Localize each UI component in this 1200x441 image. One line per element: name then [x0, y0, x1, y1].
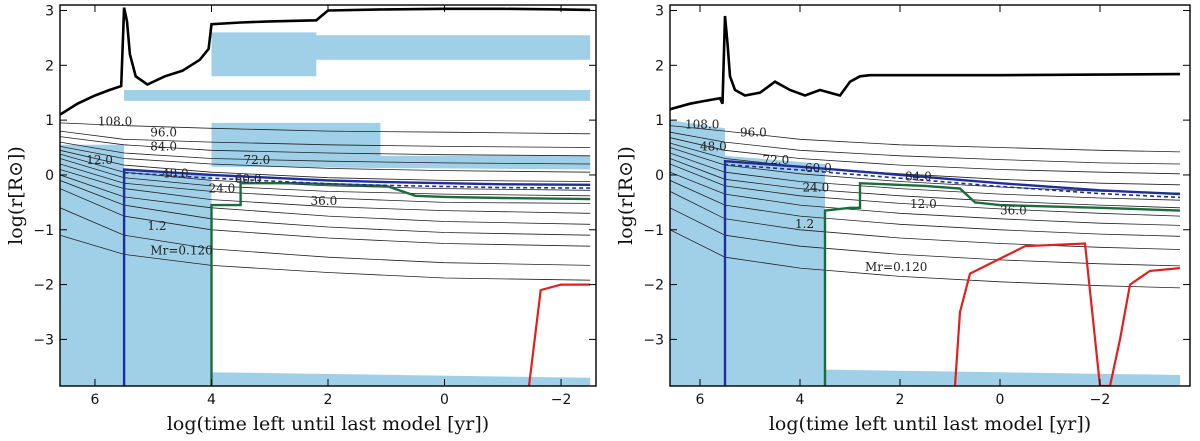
he-core-boundary-dashed — [724, 163, 1181, 386]
contour-label: 60.0 — [235, 172, 262, 186]
mass-contour — [60, 149, 591, 182]
he-core-boundary — [122, 168, 591, 386]
y-tick-label: 1 — [45, 113, 54, 129]
contour-label: Mr=0.120 — [150, 243, 212, 257]
x-axis-label: log(time left until last model [yr]) — [167, 413, 489, 435]
x-tick-label: −2 — [1090, 392, 1111, 408]
convective-zone — [211, 32, 591, 77]
y-tick-label: −1 — [643, 223, 664, 239]
mass-contour — [60, 158, 591, 197]
convective-zone — [124, 90, 591, 101]
contour-label: 72.0 — [763, 153, 790, 167]
x-tick-label: 4 — [796, 392, 805, 408]
mass-contour — [60, 141, 591, 165]
contour-label: 96.0 — [150, 126, 177, 140]
mass-contour — [60, 130, 591, 148]
convective-zone — [211, 372, 591, 386]
y-tick-label: 0 — [655, 168, 664, 184]
x-tick-label: 0 — [440, 392, 449, 408]
contour-label: 48.0 — [162, 167, 189, 181]
x-tick-label: 6 — [90, 392, 99, 408]
contour-label: 84.0 — [150, 139, 177, 153]
plot-frame — [669, 4, 1191, 387]
y-tick-label: 2 — [655, 58, 664, 74]
contour-label: 108.0 — [685, 117, 719, 131]
contour-label: 12.0 — [86, 153, 113, 167]
convective-zone — [825, 369, 1180, 386]
mass-contour — [60, 163, 591, 204]
y-tick-label: 0 — [45, 168, 54, 184]
contour-label: 1.2 — [147, 219, 166, 233]
x-tick-label: 0 — [996, 392, 1005, 408]
x-tick-label: 2 — [896, 392, 905, 408]
mass-contour — [670, 137, 1181, 175]
mass-contour — [60, 122, 591, 135]
y-tick-label: 3 — [45, 3, 54, 19]
contour-label: 12.0 — [910, 197, 937, 211]
contour-label: 24.0 — [803, 180, 830, 194]
stellar-surface-line — [60, 7, 591, 116]
plot-area: 108.0 96.0 48.0 72.0 60.0 84.0 24.0 12.0 36.0 1.2… — [670, 15, 1181, 386]
convective-zone — [60, 144, 125, 386]
y-axis-label: log(r[R⊙]) — [615, 146, 637, 245]
he-core-boundary — [723, 159, 1181, 386]
x-axis-label: log(time left until last model [yr]) — [769, 413, 1091, 435]
contour-label: 24.0 — [209, 181, 236, 195]
contour-label: Mr=0.120 — [865, 260, 927, 274]
contour-label: 1.2 — [795, 217, 814, 231]
mass-contour — [60, 174, 591, 225]
plot-area: 108.0 96.084.0 12.0 72.0 48.0 60.024.0 36.0 1.2… — [60, 7, 591, 386]
contour-label: 36.0 — [1000, 203, 1027, 217]
burning-region-line — [953, 242, 1181, 386]
contour-label: 72.0 — [244, 153, 271, 167]
contour-label: 60.0 — [805, 161, 832, 175]
contour-label: 48.0 — [700, 139, 727, 153]
y-tick-label: 2 — [45, 58, 54, 74]
mass-contour — [60, 188, 591, 247]
y-tick-label: 3 — [655, 3, 664, 19]
mass-contour — [60, 207, 591, 266]
contour-label: 108.0 — [98, 115, 132, 129]
mass-contour — [60, 234, 591, 281]
co-core-boundary — [823, 181, 1181, 386]
convective-zone — [211, 122, 591, 170]
x-tick-label: 2 — [324, 392, 333, 408]
mass-contour — [60, 180, 591, 236]
x-tick-label: −2 — [551, 392, 572, 408]
burning-region-line — [527, 283, 591, 386]
y-tick-label: −2 — [643, 278, 664, 294]
mass-contour — [670, 131, 1181, 165]
contour-label: 36.0 — [311, 194, 338, 208]
convective-zone — [124, 169, 212, 386]
panel-right: 108.0 96.0 48.0 72.0 60.0 84.0 24.0 12.0 36.0 1.2… — [615, 3, 1191, 435]
y-tick-label: −3 — [33, 332, 54, 348]
he-core-boundary-dashed — [123, 171, 591, 386]
contour-label: 96.0 — [740, 126, 767, 140]
y-tick-label: −2 — [33, 278, 54, 294]
panel-left: 108.0 96.084.0 12.0 72.0 48.0 60.024.0 36.0 1.2… — [5, 3, 597, 435]
mass-contour — [60, 136, 591, 157]
y-tick-label: 1 — [655, 113, 664, 129]
x-tick-label: 6 — [696, 392, 705, 408]
mass-contour — [670, 125, 1181, 153]
stellar-surface-line — [670, 15, 1181, 111]
contour-label: 84.0 — [905, 169, 932, 183]
y-axis-label: log(r[R⊙]) — [5, 146, 27, 245]
y-tick-label: −1 — [33, 223, 54, 239]
x-tick-label: 4 — [207, 392, 216, 408]
mass-contour — [60, 169, 591, 214]
convective-zone — [725, 155, 825, 386]
y-tick-label: −3 — [643, 332, 664, 348]
mass-contour — [60, 146, 591, 173]
